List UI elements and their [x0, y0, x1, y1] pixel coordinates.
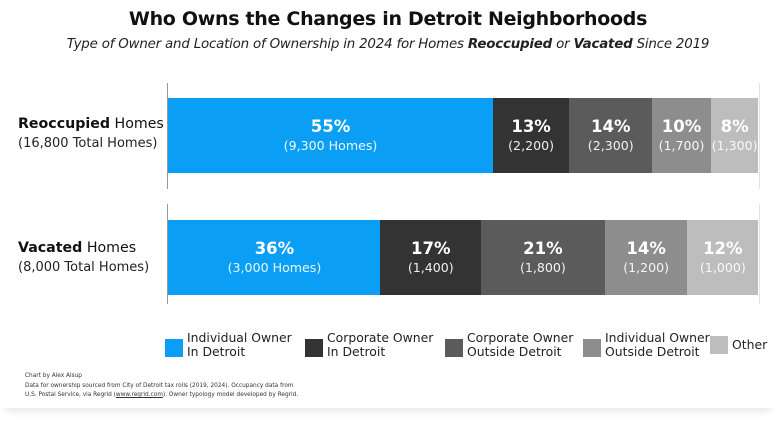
bar-reoccupied: 55% (9,300 Homes) 13% (2,200) 14% (2,300) 10% (…: [168, 98, 759, 173]
legend-item-individual-in-detroit: Individual Owner In Detroit: [165, 329, 292, 361]
legend-swatch: [445, 339, 463, 357]
data-label-percent: 21%: [523, 239, 563, 258]
bar-segment-corporate-in-detroit: 13% (2,200): [492, 98, 570, 173]
legend-label: Other: [732, 336, 768, 352]
legend-swatch: [583, 339, 601, 357]
row-label-reoccupied: Reoccupied Homes (16,800 Total Homes): [18, 115, 164, 153]
data-label-count: (9,300 Homes): [283, 138, 378, 153]
credits-text: ). Owner typology model developed by Reg…: [162, 392, 299, 398]
row-label-name-rest: Homes: [110, 116, 164, 132]
legend-label: Corporate Owner In Detroit: [327, 329, 434, 359]
y-axis-line: [167, 83, 168, 189]
row-label-name-bold: Vacated: [18, 240, 83, 256]
chart-title: Who Owns the Changes in Detroit Neighbor…: [128, 8, 648, 30]
row-label-total: (8,000 Total Homes): [18, 260, 150, 275]
row-label-name-bold: Reoccupied: [18, 116, 111, 132]
data-label-count: (1,200): [623, 260, 670, 275]
bar-segment-individual-in-detroit: 55% (9,300 Homes): [168, 98, 493, 173]
bar-segment-corporate-outside-detroit: 21% (1,800): [480, 220, 606, 295]
data-label-count: (1,000): [699, 260, 746, 275]
legend-swatch: [165, 339, 183, 357]
legend-label: Individual Owner Outside Detroit: [605, 329, 710, 359]
bar-segment-individual-outside-detroit: 14% (1,200): [604, 220, 688, 295]
data-label-percent: 17%: [411, 239, 451, 258]
subtitle-text: Since 2019: [632, 37, 710, 52]
row-label-vacated: Vacated Homes (8,000 Total Homes): [18, 239, 149, 277]
bar-segment-other: 8% (1,300): [710, 98, 759, 173]
data-label-percent: 14%: [590, 117, 631, 136]
bar-segment-other: 12% (1,000): [687, 220, 759, 295]
data-label-percent: 10%: [661, 117, 702, 136]
legend-label: Corporate Owner Outside Detroit: [467, 329, 574, 359]
legend-item-corporate-outside-detroit: Corporate Owner Outside Detroit: [445, 329, 573, 361]
legend-swatch: [710, 336, 728, 354]
right-edge-line: [759, 83, 760, 189]
row-label-name-rest: Homes: [82, 240, 137, 256]
legend-item-individual-outside-detroit: Individual Owner Outside Detroit: [583, 329, 710, 361]
legend-swatch: [305, 339, 323, 357]
data-label-percent: 8%: [720, 117, 749, 136]
legend-item-other: Other: [710, 329, 767, 361]
regrid-link[interactable]: www.regrid.com: [115, 392, 163, 398]
chart-subtitle: Type of Owner and Location of Ownership …: [0, 37, 776, 52]
data-label-percent: 36%: [254, 239, 295, 258]
legend-label: Individual Owner In Detroit: [187, 329, 292, 359]
bar-segment-corporate-in-detroit: 17% (1,400): [380, 220, 482, 295]
row-label-total: (16,800 Total Homes): [18, 136, 158, 151]
subtitle-reoccupied: Reoccupied: [467, 37, 553, 52]
credits-author: Chart by Alex Alsup: [25, 373, 82, 379]
data-label-percent: 14%: [626, 239, 666, 258]
bar-vacated: 36% (3,000 Homes) 17% (1,400) 21% (1,800) 14% (…: [168, 220, 759, 295]
data-label-percent: 55%: [310, 117, 351, 136]
bar-segment-individual-in-detroit: 36% (3,000 Homes): [168, 220, 381, 295]
data-label-count: (1,800): [519, 260, 566, 275]
credits-source-2: U.S. Postal Service, via Regrid (www.reg…: [25, 391, 298, 401]
chart-card: [0, 0, 776, 408]
data-label-percent: 12%: [703, 239, 743, 258]
data-label-count: (1,700): [658, 138, 705, 153]
bar-segment-individual-outside-detroit: 10% (1,700): [651, 98, 712, 173]
subtitle-text: or: [552, 37, 574, 52]
data-label-count: (2,200): [508, 138, 555, 153]
bar-segment-corporate-outside-detroit: 14% (2,300): [569, 98, 653, 173]
legend: Individual Owner In Detroit Corporate Own…: [0, 329, 776, 361]
credits: Chart by Alex Alsup Data for ownership s…: [25, 372, 298, 401]
subtitle-text: Type of Owner and Location of Ownership …: [66, 37, 468, 52]
legend-item-corporate-in-detroit: Corporate Owner In Detroit: [305, 329, 433, 361]
data-label-percent: 13%: [511, 117, 551, 136]
data-label-count: (1,400): [407, 260, 454, 275]
credits-source: Data for ownership sourced from City of …: [25, 382, 294, 389]
data-label-count: (3,000 Homes): [227, 260, 322, 275]
subtitle-vacated: Vacated: [573, 37, 633, 52]
right-edge-line: [759, 204, 760, 304]
data-label-count: (2,300): [587, 138, 634, 153]
y-axis-line: [167, 204, 168, 304]
data-label-count: (1,300): [711, 138, 758, 153]
credits-text: U.S. Postal Service, via Regrid (: [25, 392, 116, 398]
